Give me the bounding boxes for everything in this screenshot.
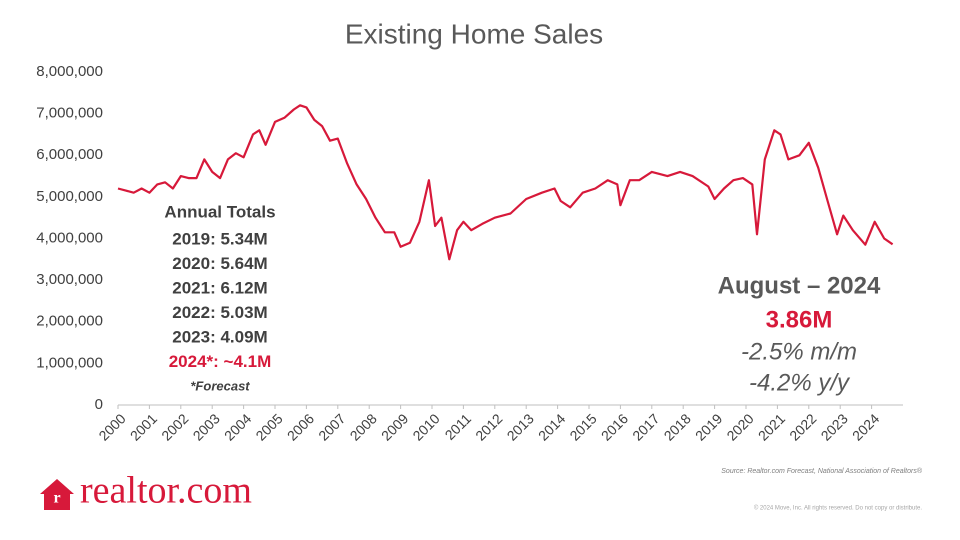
annual-forecast: 2024*: ~4.1M xyxy=(169,352,272,371)
x-tick-label: 2017 xyxy=(629,410,662,443)
x-tick-label: 2003 xyxy=(190,410,223,443)
x-tick-label: 2012 xyxy=(472,410,505,443)
logo-icon: r xyxy=(40,479,74,510)
latest-yoy: -4.2% y/y xyxy=(749,369,851,396)
annual-total: 2022: 5.03M xyxy=(172,303,267,322)
source: Source: Realtor.com Forecast, National A… xyxy=(721,467,923,475)
x-tick-label: 2013 xyxy=(504,410,537,443)
latest-mom: -2.5% m/m xyxy=(741,338,857,365)
logo-text: realtor.com xyxy=(80,470,252,512)
y-tick-label: 2,000,000 xyxy=(36,313,103,330)
annual-total: 2023: 4.09M xyxy=(172,327,267,346)
y-tick-label: 6,000,000 xyxy=(36,146,103,163)
svg-text:r: r xyxy=(53,490,60,507)
x-tick-label: 2000 xyxy=(95,410,128,443)
x-tick-label: 2023 xyxy=(818,410,851,443)
annual-total: 2020: 5.64M xyxy=(172,254,267,273)
x-tick-label: 2021 xyxy=(755,410,788,443)
latest-period: August – 2024 xyxy=(718,272,881,299)
x-tick-label: 2010 xyxy=(409,410,442,443)
annual-total: 2021: 6.12M xyxy=(172,278,267,297)
latest-value: 3.86M xyxy=(766,306,833,333)
x-tick-label: 2019 xyxy=(692,410,725,443)
x-tick-label: 2014 xyxy=(535,410,568,443)
x-tick-label: 2002 xyxy=(158,410,191,443)
y-tick-label: 8,000,000 xyxy=(36,63,103,80)
y-tick-label: 5,000,000 xyxy=(36,188,103,205)
y-tick-label: 7,000,000 xyxy=(36,105,103,122)
y-tick-label: 4,000,000 xyxy=(36,229,103,246)
y-tick-label: 3,000,000 xyxy=(36,271,103,288)
x-tick-label: 2001 xyxy=(127,410,160,443)
x-tick-label: 2018 xyxy=(661,410,694,443)
x-tick-label: 2007 xyxy=(315,410,348,443)
chart-title: Existing Home Sales xyxy=(345,18,603,49)
x-tick-label: 2020 xyxy=(723,410,756,443)
x-tick-label: 2008 xyxy=(347,410,380,443)
x-tick-label: 2016 xyxy=(598,410,631,443)
annual-heading: Annual Totals xyxy=(164,202,275,221)
x-tick-label: 2015 xyxy=(566,410,599,443)
x-tick-label: 2022 xyxy=(786,410,819,443)
x-tick-label: 2011 xyxy=(442,410,475,443)
x-tick-label: 2004 xyxy=(221,410,254,443)
x-tick-label: 2009 xyxy=(378,410,411,443)
x-tick-label: 2005 xyxy=(252,410,285,443)
forecast-note: *Forecast xyxy=(190,378,250,393)
line-series xyxy=(117,104,894,261)
x-tick-label: 2024 xyxy=(849,410,882,443)
y-tick-label: 1,000,000 xyxy=(36,354,103,371)
copyright: © 2024 Move, Inc. All rights reserved. D… xyxy=(754,505,923,512)
annual-total: 2019: 5.34M xyxy=(172,229,267,248)
y-tick-label: 0 xyxy=(95,396,103,413)
x-tick-label: 2006 xyxy=(284,410,317,443)
